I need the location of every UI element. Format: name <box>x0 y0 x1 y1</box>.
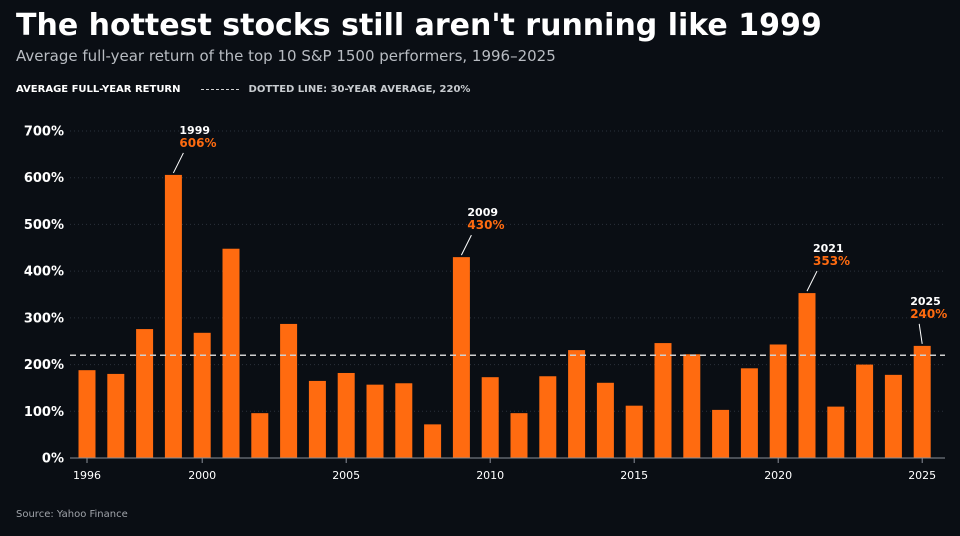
y-tick-label: 400% <box>24 265 64 280</box>
bar <box>913 345 931 458</box>
bar <box>539 376 557 458</box>
y-tick-label: 600% <box>24 171 64 186</box>
bar <box>78 370 96 458</box>
bar <box>107 373 125 458</box>
chart-title: The hottest stocks still aren't running … <box>16 8 822 43</box>
annotation-leader-line <box>806 270 818 292</box>
bar <box>308 380 326 458</box>
bars <box>78 174 931 458</box>
bar <box>452 257 470 458</box>
annotation-value-label: 353% <box>813 254 850 268</box>
bar <box>510 413 528 458</box>
y-tick-label: 200% <box>24 358 64 373</box>
annotation-leader-line <box>460 234 472 256</box>
bar <box>366 384 384 458</box>
annotation-value-label: 606% <box>179 136 216 150</box>
bar <box>712 409 730 458</box>
x-tick-label: 2000 <box>188 469 216 482</box>
bar <box>596 382 614 458</box>
legend-dashed-line-icon <box>200 89 239 90</box>
legend-series-label: AVERAGE FULL-YEAR RETURN <box>16 84 181 95</box>
annotation-year-label: 2009 <box>467 206 498 219</box>
y-axis: 0% 100% 200% 300% 400% 500% 600% 700% <box>24 125 64 467</box>
chart-subtitle: Average full-year return of the top 10 S… <box>16 47 556 65</box>
bar <box>136 329 154 458</box>
annotation-value-label: 430% <box>467 218 504 232</box>
source-note: Source: Yahoo Finance <box>16 509 128 520</box>
x-tick-label: 1996 <box>73 469 101 482</box>
y-tick-label: 300% <box>24 311 64 326</box>
bar <box>337 372 355 458</box>
bar <box>856 364 874 458</box>
bar <box>884 374 902 458</box>
legend: AVERAGE FULL-YEAR RETURN DOTTED LINE: 30… <box>16 84 470 95</box>
bar <box>193 332 211 458</box>
annotation-year-label: 2021 <box>813 242 844 255</box>
bar <box>481 377 499 458</box>
annotation-leader-line <box>918 323 923 344</box>
y-tick-label: 700% <box>24 125 64 140</box>
annotation-value-label: 240% <box>910 307 947 321</box>
bar <box>251 413 269 458</box>
x-tick-label: 2015 <box>620 469 648 482</box>
annotation-leader-line <box>172 152 184 174</box>
y-tick-label: 500% <box>24 218 64 233</box>
bar <box>769 344 787 458</box>
bar <box>654 343 672 458</box>
x-axis: 1996 2000 2005 2010 2015 2020 2025 <box>70 457 945 482</box>
x-tick-label: 2010 <box>476 469 504 482</box>
bar <box>798 293 816 458</box>
bar <box>280 323 298 458</box>
bar <box>395 383 413 458</box>
bar <box>164 174 182 458</box>
bar <box>683 354 701 458</box>
bar <box>625 405 643 458</box>
x-tick-label: 2005 <box>332 469 360 482</box>
y-tick-label: 100% <box>24 405 64 420</box>
x-tick-label: 2025 <box>908 469 936 482</box>
bar <box>827 406 845 458</box>
legend-reference-label: DOTTED LINE: 30-YEAR AVERAGE, 220% <box>248 84 471 95</box>
annotation-year-label: 1999 <box>179 124 210 137</box>
bar <box>222 248 240 458</box>
bar <box>568 350 586 458</box>
bar <box>424 424 442 458</box>
x-tick-label: 2020 <box>764 469 792 482</box>
bar <box>740 368 758 458</box>
y-tick-label: 0% <box>42 452 64 467</box>
annotation-year-label: 2025 <box>910 295 941 308</box>
